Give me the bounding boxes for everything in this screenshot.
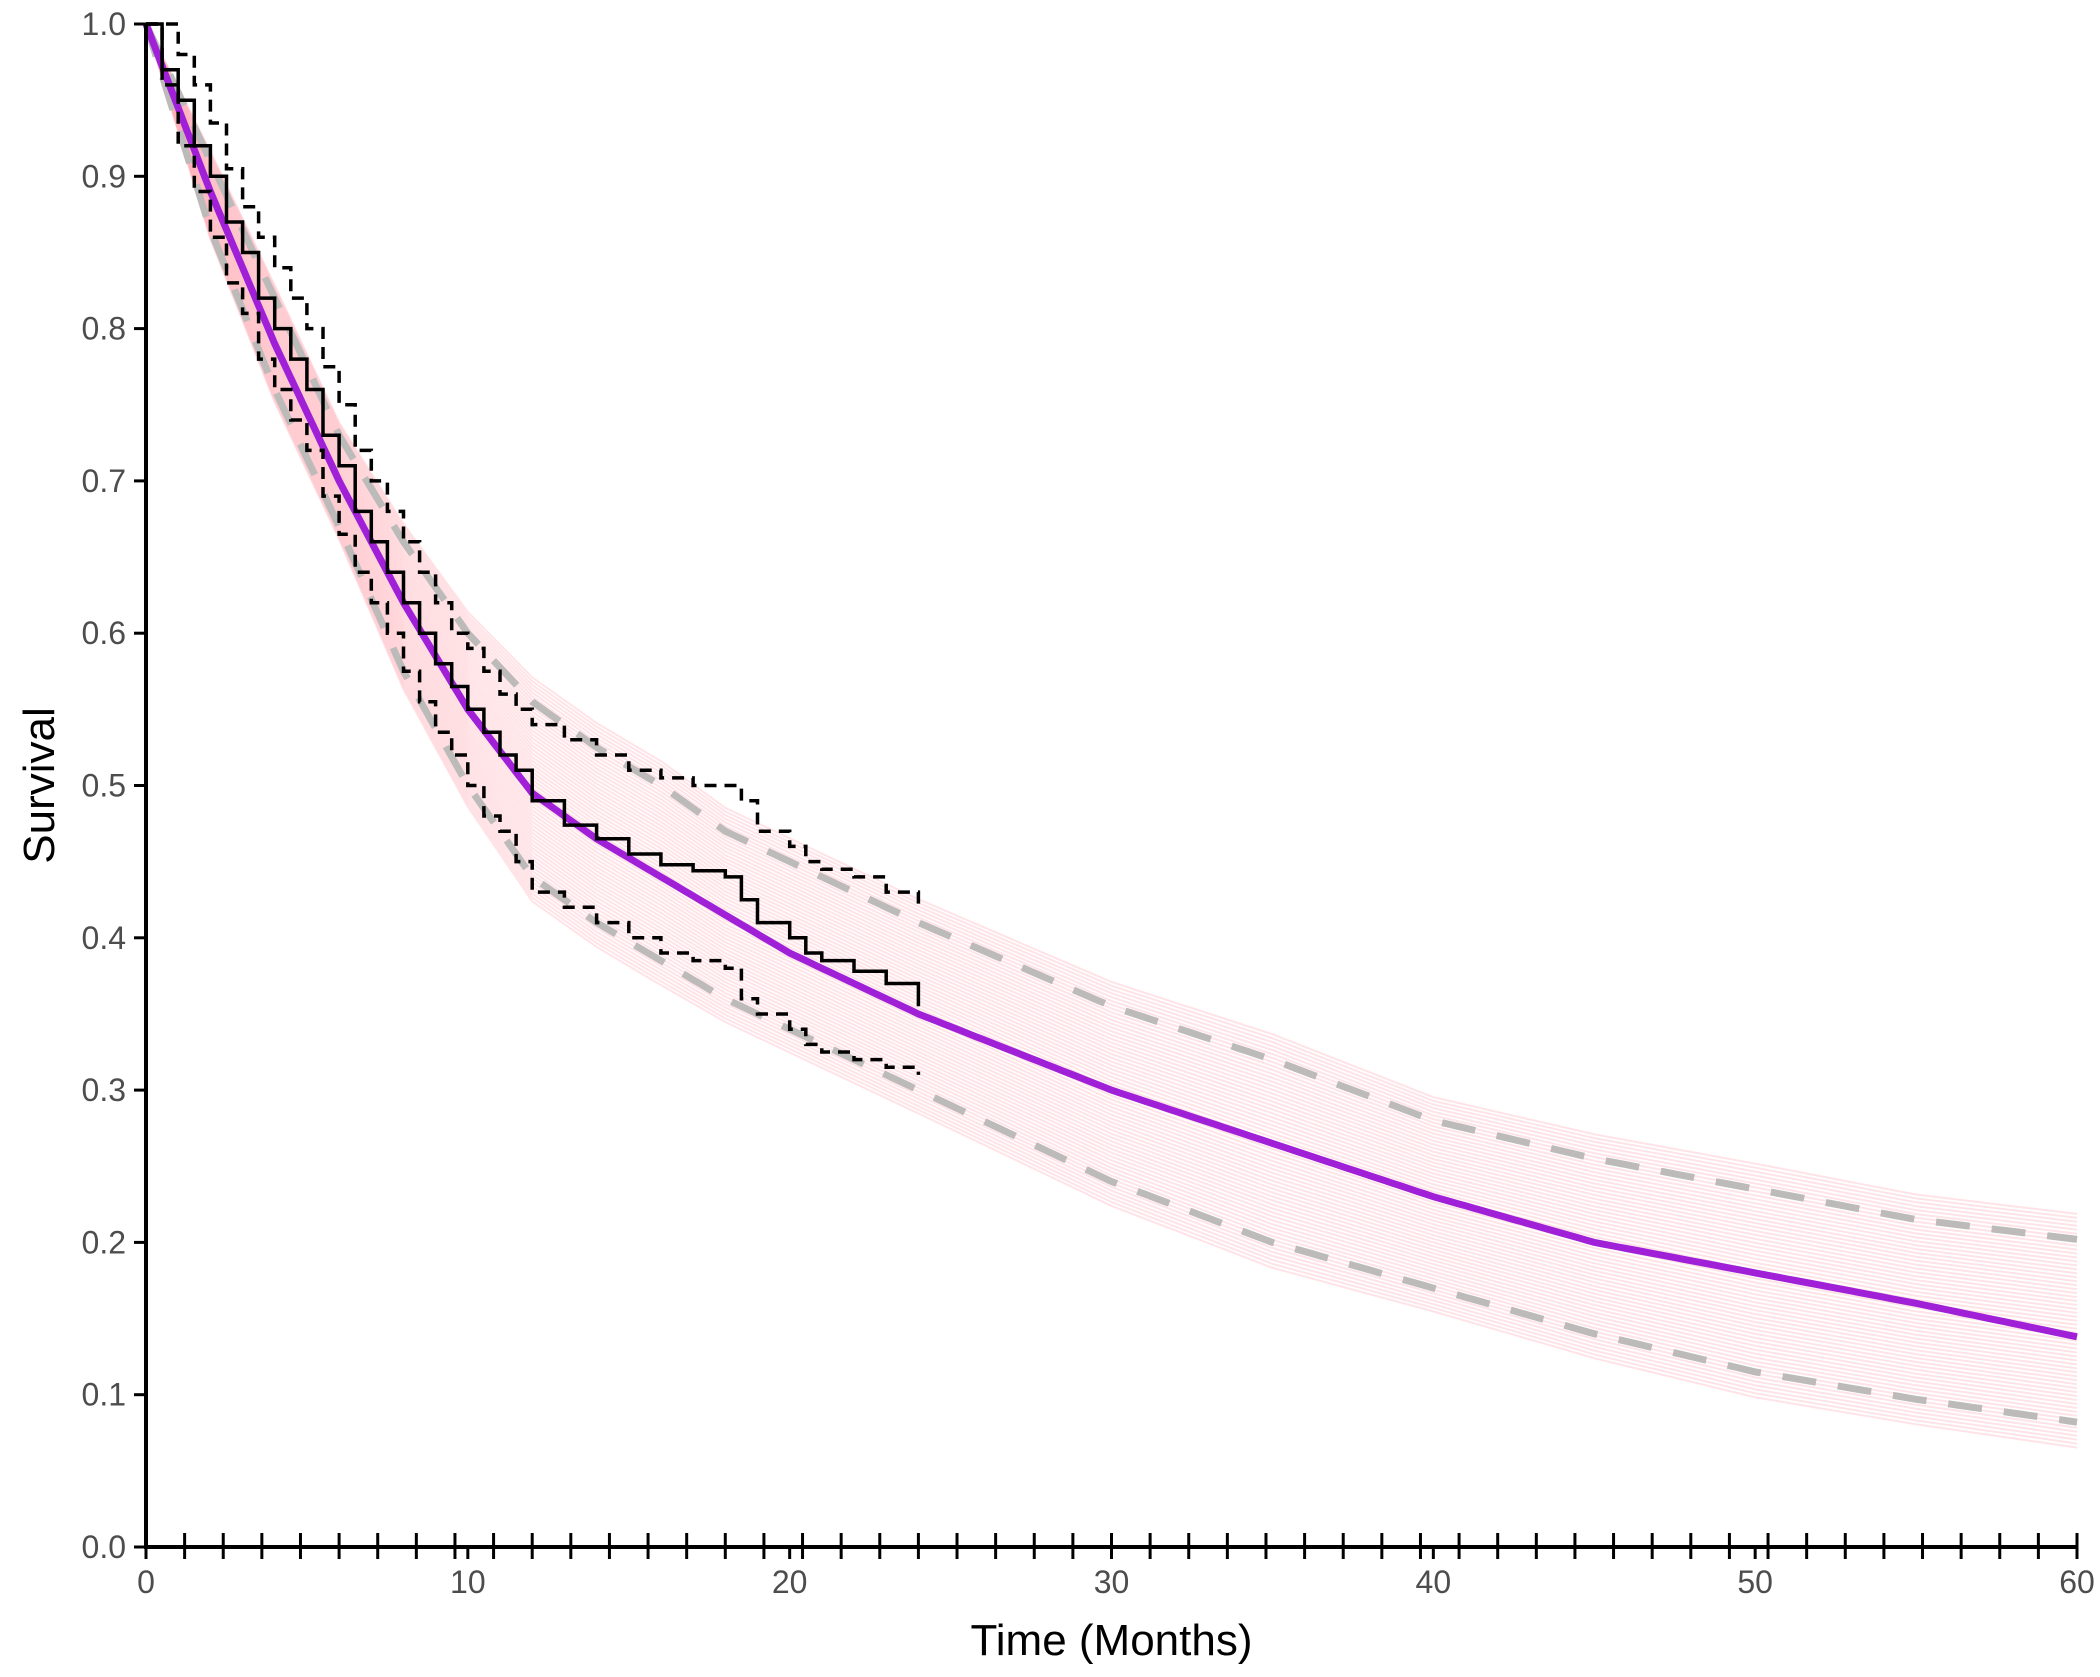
x-tick-label: 40 (1416, 1564, 1452, 1600)
posterior-sample-line (145, 23, 2078, 1370)
series-layer (142, 22, 2078, 1426)
posterior-sample-line (145, 23, 2078, 1429)
y-tick-label: 0.7 (82, 463, 126, 499)
y-tick-label: 0.2 (82, 1224, 126, 1260)
posterior-sample-line (145, 23, 2078, 1271)
posterior-sample-line (145, 23, 2078, 1413)
x-tick-label: 50 (1737, 1564, 1773, 1600)
posterior-sample-line (145, 23, 2078, 1417)
x-tick-label: 60 (2059, 1564, 2095, 1600)
km-ci-line (146, 22, 921, 908)
x-tick-label: 0 (137, 1564, 155, 1600)
y-tick-label: 0.8 (82, 311, 126, 347)
y-tick-label: 0.0 (82, 1529, 126, 1565)
posterior-sample-line (145, 23, 2078, 1295)
posterior-sample-line (145, 23, 2078, 1215)
posterior-sample-line (145, 23, 2078, 1283)
axes: 0 10 20 30 40 50 60 0.00.10.20.30.40.50.60.70.… (82, 6, 2095, 1600)
posterior-sample-line (145, 23, 2078, 1251)
posterior-sample-line (145, 23, 2078, 1366)
posterior-sample-line (145, 23, 2078, 1346)
kaplan-meier-line (146, 22, 921, 1007)
posterior-sample-line (145, 23, 2078, 1263)
posterior-sample-line (145, 23, 2078, 1291)
km-ci-line (146, 22, 921, 1075)
y-tick-label: 0.5 (82, 768, 126, 804)
posterior-sample-line (145, 23, 2078, 1382)
posterior-sample-line (145, 23, 2078, 1287)
posterior-sample-line (145, 23, 2078, 1223)
posterior-sample-line (145, 23, 2078, 1394)
posterior-sample-line (145, 23, 2078, 1437)
posterior-sample-line (145, 23, 2078, 1299)
posterior-sample-line (145, 23, 2078, 1275)
posterior-sample-line (145, 23, 2078, 1449)
y-ticks: 0.0 0.1 0.2 0.3 0.4 0.5 0.6 0.7 0.8 0.9 1.0 (82, 6, 146, 1565)
posterior-sample-line (145, 23, 2078, 1247)
y-tick-label: 1.0 (82, 6, 126, 42)
x-tick-label: 20 (772, 1564, 808, 1600)
model-interval-line (142, 22, 2078, 1426)
posterior-sample-line (145, 23, 2078, 1219)
posterior-sample-line (145, 23, 2078, 1390)
y-tick-label: 0.6 (82, 615, 126, 651)
posterior-sample-line (145, 23, 2078, 1445)
posterior-sample-line (145, 23, 2078, 1227)
x-ticks: 0 10 20 30 40 50 60 (137, 1533, 2095, 1600)
x-tick-label: 10 (450, 1564, 486, 1600)
y-tick-label: 0.3 (82, 1072, 126, 1108)
x-tick-label: 30 (1094, 1564, 1130, 1600)
posterior-sample-line (145, 23, 2078, 1378)
y-tick-label: 0.1 (82, 1377, 126, 1413)
posterior-sample-line (145, 23, 2078, 1374)
posterior-sample-line (145, 23, 2078, 1342)
posterior-sample-line (145, 23, 2078, 1231)
posterior-sample-line (145, 23, 2078, 1354)
posterior-sample-line (145, 23, 2078, 1267)
y-tick-label: 0.4 (82, 920, 126, 956)
posterior-sample-line (145, 23, 2078, 1279)
y-axis-title: Survival (15, 707, 64, 864)
posterior-sample-line (145, 23, 2078, 1358)
x-axis-title: Time (Months) (971, 1616, 1253, 1665)
posterior-sample-line (145, 23, 2078, 1433)
posterior-sample-line (145, 23, 2078, 1350)
y-tick-label: 0.9 (82, 158, 126, 194)
posterior-sample-line (145, 23, 2078, 1302)
posterior-sample-curves (145, 23, 2078, 1449)
posterior-sample-line (145, 23, 2078, 1362)
posterior-sample-line (145, 23, 2078, 1441)
posterior-sample-line (145, 23, 2078, 1386)
